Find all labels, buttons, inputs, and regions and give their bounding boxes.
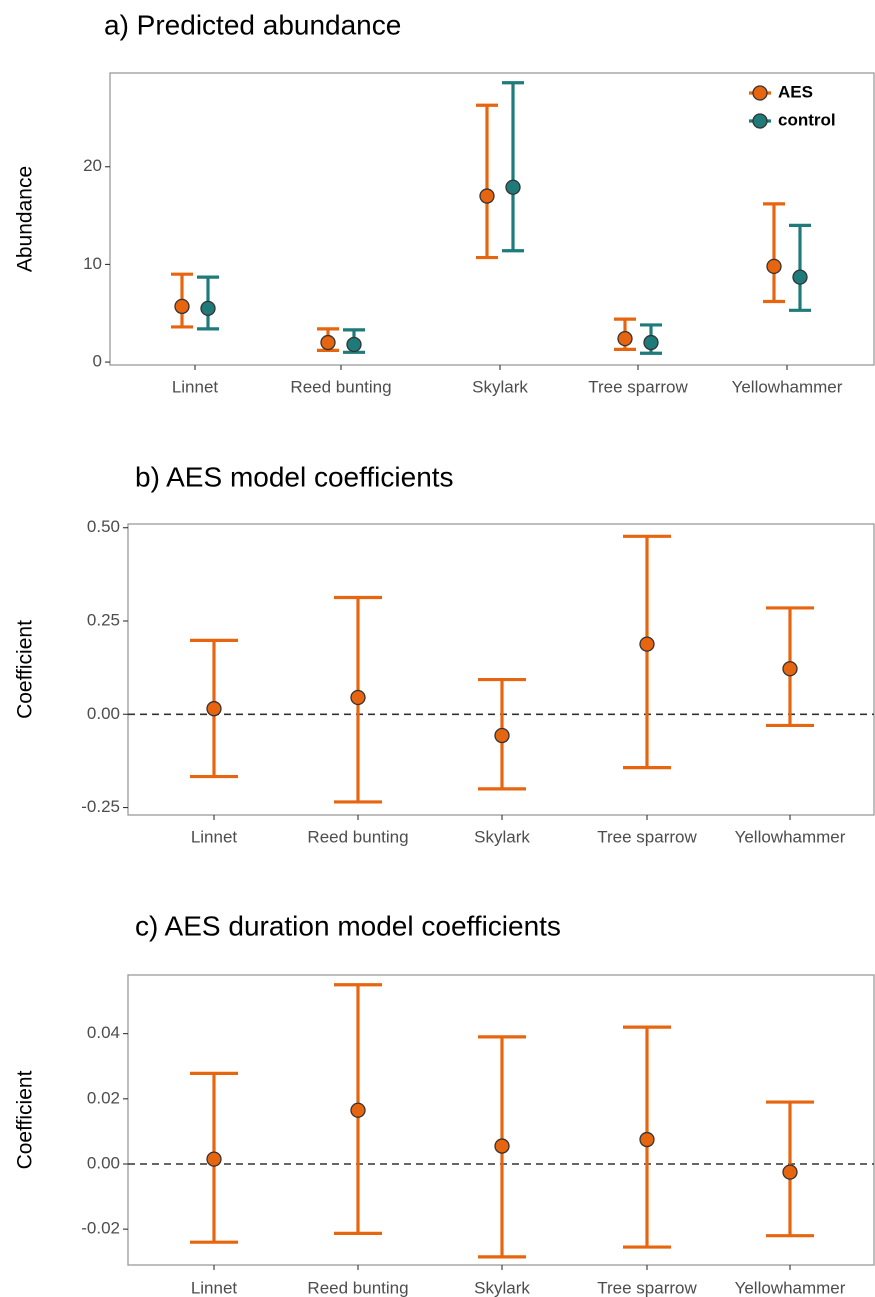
y-tick-label: -0.25 <box>81 797 120 816</box>
y-tick-label: 0.02 <box>87 1088 120 1107</box>
error-bar <box>789 223 811 312</box>
x-tick-label: Linnet <box>191 1278 238 1297</box>
data-point <box>494 1138 510 1154</box>
chart-title-c: c) AES duration model coefficients <box>135 910 561 941</box>
x-tick-label: Yellowhammer <box>735 1278 846 1297</box>
data-point <box>792 269 808 285</box>
error-bar <box>476 103 498 260</box>
legend-label: control <box>778 110 836 129</box>
x-tick-label: Linnet <box>191 827 238 846</box>
legend-key-point <box>752 113 768 129</box>
data-point <box>766 258 782 275</box>
error-bar <box>763 202 785 304</box>
chart-panel-c: c) AES duration model coefficients -0.02 0… <box>14 910 875 1297</box>
data-point <box>346 336 362 353</box>
chart-title-b: b) AES model coefficients <box>135 461 454 492</box>
y-tick-label: 0.00 <box>87 1153 120 1172</box>
x-tick-label: Skylark <box>472 377 528 396</box>
x-tick-label: Linnet <box>172 377 219 396</box>
data-point <box>782 1164 798 1180</box>
x-tick-label: Skylark <box>474 827 530 846</box>
y-tick-label: 20 <box>83 156 102 175</box>
data-point <box>643 334 659 351</box>
data-point <box>494 727 510 744</box>
y-axis-title-a: Abundance <box>14 166 37 272</box>
x-tick-label: Yellowhammer <box>735 827 846 846</box>
data-point <box>639 636 655 652</box>
y-tick-label: 0 <box>93 352 102 371</box>
x-tick-label: Reed bunting <box>290 377 391 396</box>
data-point <box>505 179 521 195</box>
y-tick-label: 0.04 <box>87 1023 120 1042</box>
y-tick-label: 10 <box>83 254 102 273</box>
plot-border-c <box>127 974 875 1266</box>
data-point <box>320 334 336 351</box>
y-tick-label: -0.02 <box>81 1219 120 1238</box>
plot-border-a <box>109 72 875 366</box>
data-point <box>350 1102 366 1118</box>
chart-title-a: a) Predicted abundance <box>104 9 401 40</box>
data-point <box>206 701 222 717</box>
x-tick-label: Tree sparrow <box>597 1278 697 1297</box>
legend: AES control <box>749 82 836 129</box>
y-axis-title-c: Coefficient <box>14 1070 37 1169</box>
data-point <box>350 689 366 706</box>
data-point <box>782 661 798 677</box>
x-tick-label: Yellowhammer <box>732 377 843 396</box>
legend-label: AES <box>778 82 813 101</box>
y-tick-label: 0.25 <box>87 610 120 629</box>
data-point <box>639 1131 655 1148</box>
data-point <box>479 188 495 204</box>
y-tick-label: 0.50 <box>87 517 120 536</box>
x-tick-label: Skylark <box>474 1278 530 1297</box>
x-tick-label: Tree sparrow <box>597 827 697 846</box>
data-point <box>617 330 633 347</box>
chart-panel-a: a) Predicted abundance 0 10 20 Abundance Linn… <box>14 9 875 396</box>
data-point <box>206 1151 222 1167</box>
plot-border-b <box>127 523 875 816</box>
error-bar <box>623 534 671 770</box>
data-point <box>200 300 216 317</box>
data-point <box>174 298 190 315</box>
chart-panel-b: b) AES model coefficients -0.25 0.00 0.25 0.… <box>14 461 875 846</box>
x-tick-label: Reed bunting <box>307 1278 408 1297</box>
x-tick-label: Tree sparrow <box>588 377 688 396</box>
y-axis-title-b: Coefficient <box>14 620 37 719</box>
legend-key-point <box>752 85 768 101</box>
x-tick-label: Reed bunting <box>307 827 408 846</box>
error-bar <box>502 81 524 253</box>
y-tick-label: 0.00 <box>87 704 120 723</box>
